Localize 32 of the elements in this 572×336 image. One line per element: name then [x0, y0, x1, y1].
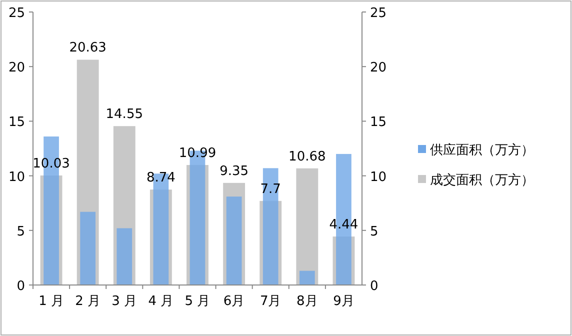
data-label: 8.74 [146, 170, 176, 186]
data-label: 20.63 [69, 40, 106, 56]
legend-label: 成交面积（万方） [430, 172, 534, 188]
y2-tick-label: 15 [370, 115, 387, 130]
y-tick-label: 20 [8, 60, 25, 76]
x-tick-label: 9月 [333, 294, 354, 309]
data-label: 9.35 [220, 164, 249, 179]
data-label: 14.55 [106, 107, 143, 122]
data-label: 10.68 [288, 149, 326, 164]
x-tick-label: 6月 [223, 294, 245, 309]
y2-tick-label: 20 [370, 60, 387, 76]
x-tick-label: 5 月 [184, 294, 210, 309]
data-label: 4.44 [329, 218, 358, 233]
x-tick-label: 2 月 [75, 294, 101, 309]
y-tick-label: 5 [16, 224, 25, 240]
y2-tick-label: 0 [370, 279, 378, 294]
legend-label: 供应面积（万方） [430, 142, 534, 158]
y-tick-label: 0 [16, 279, 25, 294]
data-label: 10.03 [32, 156, 70, 172]
y2-tick-label: 5 [370, 224, 378, 240]
y-tick-label: 25 [8, 6, 25, 21]
data-label: 7.7 [260, 182, 281, 197]
y2-tick-label: 10 [370, 170, 387, 185]
data-label: 10.99 [178, 146, 216, 161]
y-tick-label: 10 [8, 170, 25, 185]
y-tick-label: 15 [8, 115, 25, 130]
y2-tick-label: 25 [370, 6, 387, 21]
x-tick-label: 1 月 [38, 294, 64, 309]
x-tick-label: 7月 [260, 294, 282, 309]
x-tick-label: 4 月 [148, 294, 174, 309]
x-tick-label: 8月 [296, 294, 318, 309]
x-tick-label: 3 月 [112, 294, 138, 309]
